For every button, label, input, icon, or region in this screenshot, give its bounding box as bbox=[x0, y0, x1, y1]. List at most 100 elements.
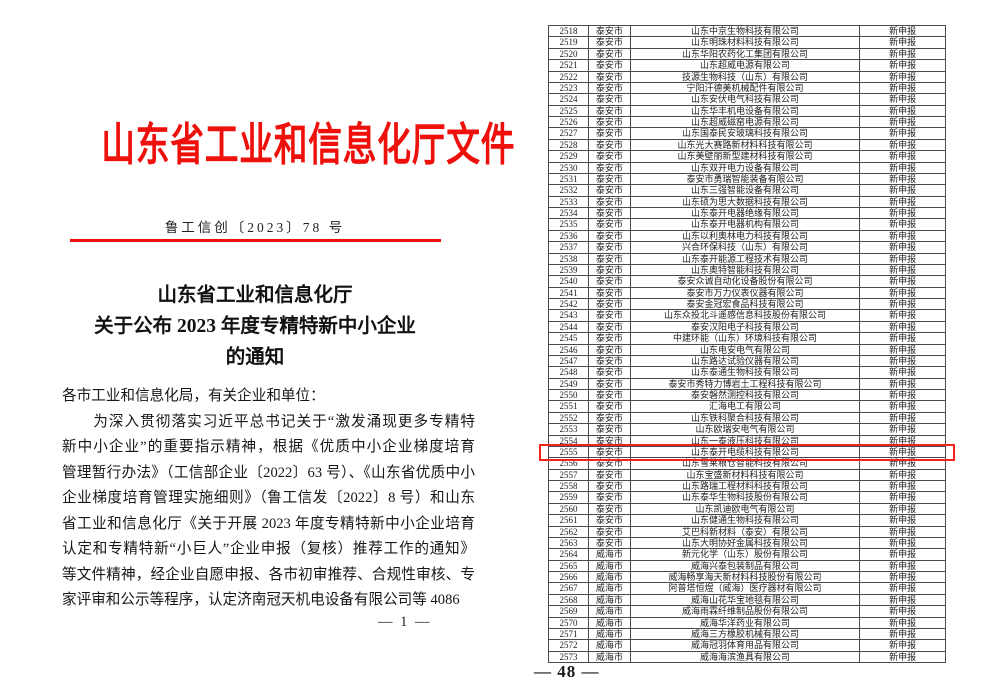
cell-number: 2518 bbox=[549, 26, 589, 38]
cell-city: 泰安市 bbox=[588, 151, 631, 163]
cell-company-name: 新元化学（山东）股份有限公司 bbox=[630, 549, 861, 561]
table-row: 2541 泰安市 泰安市万力仪表仪器有限公司 新申报 bbox=[549, 287, 946, 299]
cell-city: 泰安市 bbox=[588, 287, 631, 299]
cell-status: 新申报 bbox=[860, 333, 946, 345]
cell-city: 泰安市 bbox=[588, 105, 631, 117]
table-row: 2571 威海市 威海三方橡胶机械有限公司 新申报 bbox=[549, 628, 946, 641]
cell-city: 泰安市 bbox=[588, 117, 631, 129]
cell-status: 新申报 bbox=[860, 151, 946, 163]
cell-status: 新申报 bbox=[860, 424, 946, 436]
cell-status: 新申报 bbox=[860, 572, 946, 584]
cell-company-name: 山东凯迪欧电气有限公司 bbox=[630, 503, 861, 516]
cell-company-name: 山东泰开能源工程技术有限公司 bbox=[630, 253, 861, 265]
cell-number: 2548 bbox=[549, 367, 589, 379]
notice-title-line: 的通知 bbox=[225, 347, 285, 368]
notice-body-line: 为深入贯彻落实习近平总书记关于“激发涌现更多专精特 bbox=[62, 413, 475, 430]
cell-status: 新申报 bbox=[860, 185, 946, 197]
table-row: 2536 泰安市 山东以利奥林电力科技有限公司 新申报 bbox=[549, 230, 946, 243]
cell-company-name: 威海冠羽体育用品有限公司 bbox=[630, 640, 861, 652]
table-row: 2554 泰安市 山东一泰液压科技有限公司 新申报 bbox=[549, 435, 946, 447]
cell-company-name: 泰安金冠宏食品科技有限公司 bbox=[630, 299, 861, 311]
cell-company-name: 威海畅享海天新材料科技股份有限公司 bbox=[630, 572, 861, 584]
company-table: 2518 泰安市 山东中京生物科技有限公司 新申报 2519 泰安市 山东明珠材料科技有限公… bbox=[539, 25, 955, 663]
cell-city: 泰安市 bbox=[588, 139, 631, 152]
cell-company-name: 汇海电工有限公司 bbox=[630, 401, 861, 413]
cell-city: 泰安市 bbox=[588, 82, 631, 95]
cell-city: 威海市 bbox=[588, 549, 631, 561]
cell-company-name: 泰安市秀特力博岩土工程科技有限公司 bbox=[630, 378, 861, 390]
cell-city: 泰安市 bbox=[588, 435, 631, 447]
notice-body-line: 各市工业和信息化局，有关企业和单位： bbox=[62, 388, 325, 404]
cell-company-name: 山东泰开电缆科技有限公司 bbox=[630, 446, 861, 459]
cell-status: 新申报 bbox=[860, 26, 946, 38]
cell-company-name: 威海华洋药业有限公司 bbox=[630, 617, 861, 629]
notice-title: 山东省工业和信息化厅 关于公布 2023 年度专精特新中小企业 的通知 bbox=[40, 280, 470, 373]
cell-status: 新申报 bbox=[860, 196, 946, 208]
cell-city: 泰安市 bbox=[588, 208, 631, 220]
cell-status: 新申报 bbox=[860, 60, 946, 72]
table-row: 2520 泰安市 山东华阳农药化工集团有限公司 新申报 bbox=[549, 48, 946, 61]
table-row: 2543 泰安市 山东众投北斗遥感信息科技股份有限公司 新申报 bbox=[549, 310, 946, 322]
cell-status: 新申报 bbox=[860, 458, 946, 470]
table-row: 2534 泰安市 山东泰开电器绝缘有限公司 新申报 bbox=[549, 208, 946, 220]
cell-company-name: 威海兴泰包装制品有限公司 bbox=[630, 560, 861, 572]
cell-status: 新申报 bbox=[860, 583, 946, 595]
table-row: 2549 泰安市 泰安市秀特力博岩土工程科技有限公司 新申报 bbox=[549, 378, 946, 390]
cell-city: 泰安市 bbox=[588, 333, 631, 345]
cell-number: 2535 bbox=[549, 219, 589, 231]
cell-city: 泰安市 bbox=[588, 94, 631, 106]
table-row: 2570 威海市 威海华洋药业有限公司 新申报 bbox=[549, 617, 946, 629]
cell-number: 2533 bbox=[549, 196, 589, 208]
cell-number: 2550 bbox=[549, 390, 589, 402]
notice-body-line: 新中小企业”的重要指示精神，根据《优质中小企业梯度培育 bbox=[62, 439, 475, 455]
cell-company-name: 山东泰开电器绝缘有限公司 bbox=[630, 208, 861, 220]
cell-status: 新申报 bbox=[860, 412, 946, 425]
table-row: 2529 泰安市 山东美壁丽新型建材科技有限公司 新申报 bbox=[549, 151, 946, 163]
cell-number: 2552 bbox=[549, 412, 589, 425]
cell-number: 2556 bbox=[549, 458, 589, 470]
cell-city: 泰安市 bbox=[588, 242, 631, 254]
cell-status: 新申报 bbox=[860, 219, 946, 231]
cell-company-name: 泰安市万力仪表仪器有限公司 bbox=[630, 287, 861, 299]
cell-number: 2542 bbox=[549, 299, 589, 311]
cell-number: 2551 bbox=[549, 401, 589, 413]
cell-number: 2536 bbox=[549, 230, 589, 243]
cell-status: 新申报 bbox=[860, 390, 946, 402]
table-row: 2553 泰安市 山东欧瑞安电气有限公司 新申报 bbox=[549, 424, 946, 436]
table-row: 2556 泰安市 山东雪莱粮仓智能科技有限公司 新申报 bbox=[549, 458, 946, 470]
cell-city: 威海市 bbox=[588, 572, 631, 584]
cell-city: 泰安市 bbox=[588, 481, 631, 493]
cell-status: 新申报 bbox=[860, 82, 946, 95]
table-row: 2560 泰安市 山东凯迪欧电气有限公司 新申报 bbox=[549, 503, 946, 516]
table-row: 2533 泰安市 山东硕为思大数据科技有限公司 新申报 bbox=[549, 196, 946, 208]
cell-city: 泰安市 bbox=[588, 48, 631, 61]
cell-status: 新申报 bbox=[860, 242, 946, 254]
cell-company-name: 阿普塔恒煜（威海）医疗器材有限公司 bbox=[630, 583, 861, 595]
cell-company-name: 泰安磐然测控科技有限公司 bbox=[630, 390, 861, 402]
cell-number: 2523 bbox=[549, 82, 589, 95]
cell-status: 新申报 bbox=[860, 276, 946, 288]
cell-company-name: 泰安市勇瑞智能装备有限公司 bbox=[630, 173, 861, 186]
cell-company-name: 中建环能（山东）环境科技有限公司 bbox=[630, 333, 861, 345]
cell-company-name: 山东一泰液压科技有限公司 bbox=[630, 435, 861, 447]
cell-company-name: 山东光大赛路新材料科技有限公司 bbox=[630, 139, 861, 152]
cell-status: 新申报 bbox=[860, 481, 946, 493]
cell-number: 2570 bbox=[549, 617, 589, 629]
cell-city: 泰安市 bbox=[588, 37, 631, 49]
table-row: 2540 泰安市 泰安众诚自动化设备股份有限公司 新申报 bbox=[549, 276, 946, 288]
cell-status: 新申报 bbox=[860, 628, 946, 641]
cell-status: 新申报 bbox=[860, 401, 946, 413]
table-row: 2528 泰安市 山东光大赛路新材料科技有限公司 新申报 bbox=[549, 139, 946, 152]
cell-number: 2573 bbox=[549, 651, 589, 663]
cell-company-name: 山东路达试验仪器有限公司 bbox=[630, 355, 861, 368]
cell-number: 2522 bbox=[549, 71, 589, 83]
cell-number: 2563 bbox=[549, 537, 589, 550]
cell-city: 泰安市 bbox=[588, 264, 631, 277]
cell-status: 新申报 bbox=[860, 651, 946, 663]
cell-company-name: 山东泰开电器机构有限公司 bbox=[630, 219, 861, 231]
table-row: 2559 泰安市 山东泰华生物科技股份有限公司 新申报 bbox=[549, 492, 946, 504]
cell-number: 2528 bbox=[549, 139, 589, 152]
cell-city: 泰安市 bbox=[588, 321, 631, 334]
cell-city: 泰安市 bbox=[588, 26, 631, 38]
table-row: 2537 泰安市 兴合环保科技（山东）有限公司 新申报 bbox=[549, 242, 946, 254]
